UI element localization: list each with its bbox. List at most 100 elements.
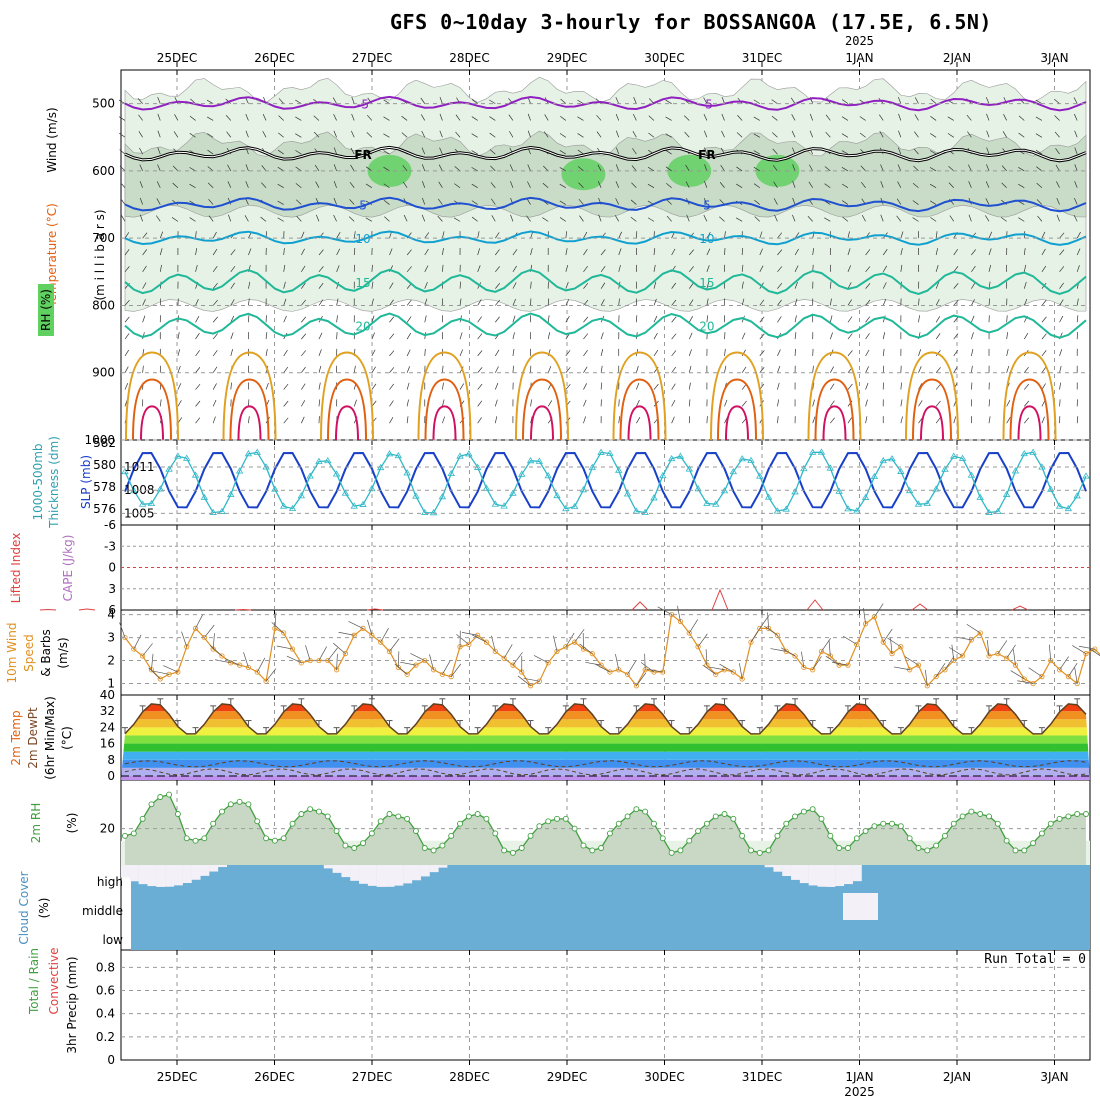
wind-barb	[314, 164, 320, 172]
wind-barb	[565, 299, 570, 306]
pressure-tick-label: 1000	[84, 433, 115, 447]
wind-barb	[313, 131, 320, 138]
wind10-point	[686, 630, 692, 636]
cloud-high-gap	[147, 865, 157, 887]
wind-barb	[1018, 132, 1025, 138]
wind-barb	[471, 99, 478, 104]
wind10-point	[915, 662, 922, 668]
thickness-marker	[421, 508, 429, 515]
rh2m-point	[712, 813, 719, 820]
wind-barb	[971, 365, 973, 373]
cloud-high-gap	[852, 865, 862, 882]
wind-barb	[206, 116, 214, 121]
date-label-bottom: 30DEC	[644, 1070, 684, 1084]
wind-barb	[809, 113, 814, 121]
isotherm-10	[124, 230, 1087, 246]
wind-barb	[295, 199, 302, 205]
cape-spike	[234, 608, 252, 611]
wind-barb	[348, 216, 355, 222]
wind-barb	[953, 299, 959, 306]
wind-barb	[295, 166, 302, 172]
wind10-barb	[677, 605, 681, 622]
thickness-marker	[1073, 492, 1081, 499]
wind-barb	[227, 181, 232, 188]
thickness-marker	[394, 451, 403, 459]
wind-barb	[630, 216, 637, 222]
wind-barb	[406, 299, 412, 306]
wind-barb	[653, 248, 656, 256]
wind-barb	[559, 150, 567, 155]
wind-barb	[704, 147, 708, 155]
wind10-barb	[750, 628, 760, 643]
wind-barb	[618, 399, 620, 407]
wind10-point	[563, 644, 569, 650]
rh2m-point	[307, 806, 314, 813]
wind-barb	[383, 116, 390, 121]
rh2m-point	[404, 815, 411, 822]
wind-barb	[583, 299, 589, 306]
rh2m-point	[439, 842, 446, 849]
wind-barb	[245, 181, 249, 188]
wind-barb	[371, 298, 374, 306]
rh2m-point	[271, 837, 278, 844]
wind-barb	[565, 367, 571, 373]
wind-barb	[173, 131, 179, 138]
wind-barb	[577, 166, 584, 172]
thickness-marker	[853, 507, 861, 514]
wind10-barb	[204, 624, 215, 638]
ylabel-temp-line: (6hr Min/Max)	[43, 696, 57, 780]
wind-barb	[1001, 182, 1007, 188]
thickness-marker	[826, 464, 835, 471]
rh2m-point	[642, 808, 649, 815]
wind-barb	[406, 266, 412, 273]
rh2m-point	[994, 820, 1001, 827]
wind-barb	[353, 231, 356, 239]
wind-barb	[512, 249, 518, 256]
ylabel-temp-line: (°C)	[60, 726, 74, 750]
cloud-high-gap	[323, 865, 333, 869]
wind-barb	[688, 332, 693, 340]
wind10-point	[836, 662, 842, 668]
wind-barb	[900, 399, 903, 407]
rh2m-point	[395, 813, 402, 820]
wind10-point	[792, 653, 798, 659]
wind10-point	[501, 655, 507, 661]
wind-barb	[880, 181, 884, 188]
thickness-marker	[438, 493, 447, 500]
wind10-barb	[389, 638, 400, 652]
thickness-marker	[553, 491, 561, 499]
ylabel-precip-total: Total / Rain	[27, 948, 41, 1015]
wind-barb	[366, 114, 373, 121]
thickness-marker	[1064, 504, 1073, 512]
wind-barb	[986, 164, 990, 172]
wind-barb	[278, 115, 284, 121]
temp-tick-label: 16	[100, 737, 115, 751]
wind-barb	[918, 315, 920, 323]
wind-barb	[142, 265, 147, 273]
wind-barb	[459, 383, 465, 390]
thickness-marker	[808, 448, 817, 455]
wind-barb	[1074, 113, 1078, 121]
wind-barb	[420, 97, 426, 104]
wind-barb	[195, 231, 197, 239]
year-label-top: 2025	[845, 34, 874, 48]
isotherm-label: 10	[355, 232, 370, 246]
rh2m-point	[368, 830, 375, 837]
wind-barb	[986, 113, 990, 121]
ylabel-li: Lifted Index CAPE (J/kg)	[9, 533, 75, 604]
isotherm-warm-loop	[515, 351, 569, 441]
wind-barb	[389, 383, 394, 390]
wind-barb	[406, 366, 411, 373]
wind10-point	[448, 674, 454, 680]
wind-barb	[615, 130, 620, 138]
wind10-barb	[517, 675, 531, 687]
rh2m-point	[183, 835, 190, 842]
wind-barb	[245, 164, 249, 172]
ylabel-wind10-line: & Barbs	[39, 629, 53, 677]
isotherm-label: 5	[359, 199, 367, 213]
wind-barb	[914, 114, 919, 121]
wind-barb	[172, 182, 179, 188]
wind-barb	[633, 97, 637, 104]
wind-barb	[118, 99, 126, 104]
wind-barb	[971, 232, 977, 239]
